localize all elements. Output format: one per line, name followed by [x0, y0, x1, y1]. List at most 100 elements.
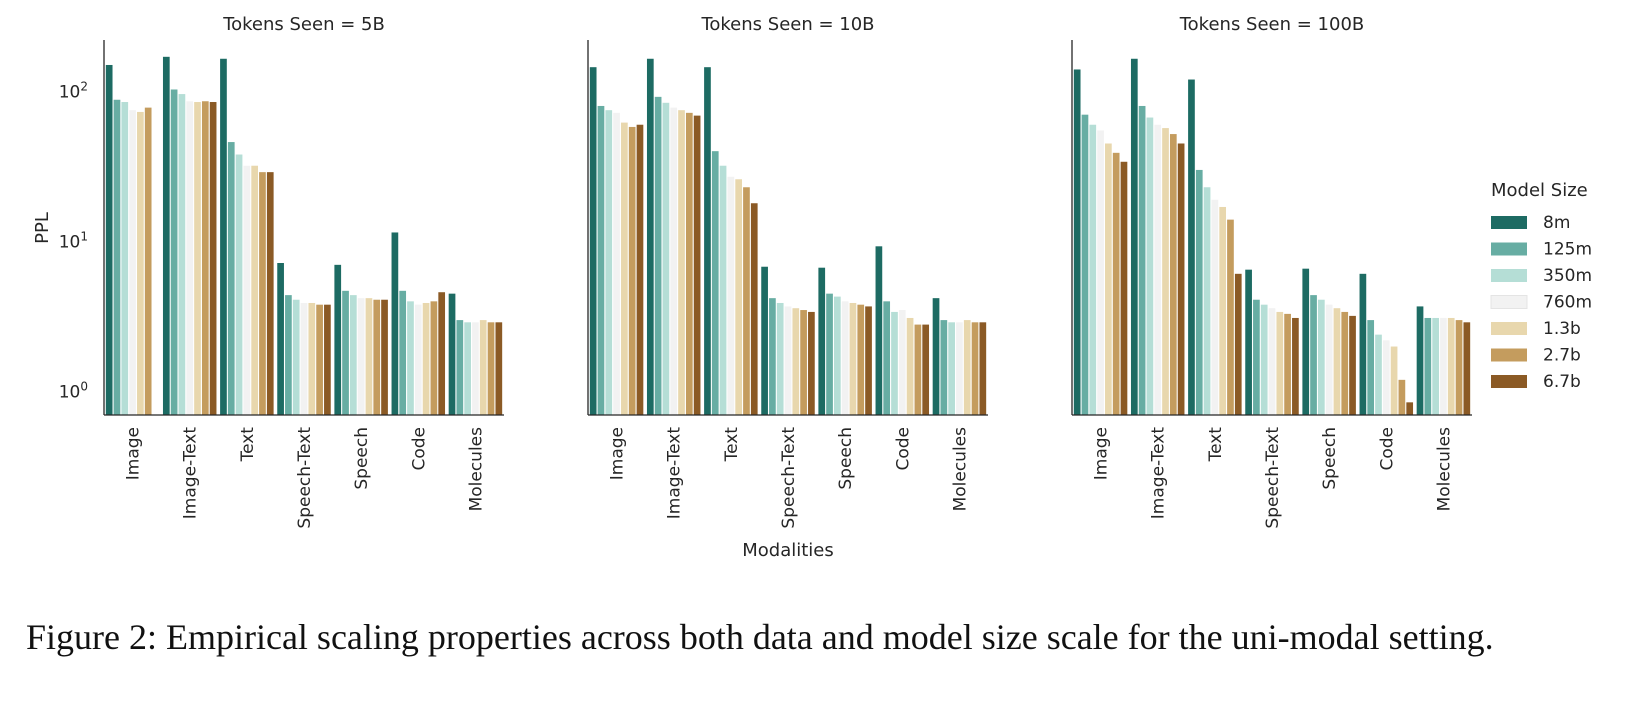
panel-title: Tokens Seen = 100B	[1179, 14, 1365, 35]
bar	[349, 295, 357, 415]
y-tick-label: 100	[59, 380, 88, 403]
legend-swatch	[1491, 242, 1527, 256]
bar	[678, 110, 685, 415]
bar	[1284, 313, 1291, 415]
bar	[1138, 105, 1146, 415]
x-tick-label: Image	[1092, 427, 1112, 480]
bar	[808, 311, 815, 415]
bar	[357, 298, 365, 415]
bar	[849, 302, 857, 415]
bar	[251, 165, 259, 415]
bar	[776, 302, 784, 415]
bar	[1154, 124, 1162, 416]
figure-caption: Figure 2: Empirical scaling properties a…	[26, 617, 1494, 657]
bar	[597, 105, 605, 415]
bar	[1188, 79, 1195, 416]
bar	[1253, 299, 1260, 415]
bar	[227, 142, 235, 415]
bar	[1276, 311, 1284, 415]
y-tick-label: 101	[59, 230, 88, 253]
bar	[1424, 317, 1432, 415]
bar	[162, 56, 170, 415]
bar	[1073, 69, 1081, 415]
x-tick-label: Image	[608, 427, 628, 480]
bar	[971, 322, 979, 415]
bar	[178, 94, 186, 415]
bar	[883, 301, 891, 415]
bar	[1203, 187, 1211, 415]
x-tick-label: Image-Text	[181, 427, 201, 520]
bar	[1302, 268, 1310, 415]
bar	[194, 102, 201, 415]
bar	[1219, 206, 1227, 415]
y-tick-label: 102	[59, 79, 88, 102]
bar	[324, 304, 331, 415]
bar	[277, 263, 284, 415]
bar	[646, 58, 654, 415]
legend-label: 1.3b	[1543, 319, 1581, 339]
bar	[1105, 143, 1112, 415]
bar	[979, 322, 987, 415]
bar	[662, 102, 670, 416]
legend-swatch	[1490, 295, 1528, 309]
bar	[201, 101, 209, 416]
bar	[1130, 58, 1138, 415]
bar	[727, 176, 735, 415]
bar	[833, 296, 841, 415]
bar	[1245, 269, 1252, 415]
x-tick-label: Molecules	[1434, 427, 1454, 512]
bar	[220, 58, 227, 415]
x-tick-label: Molecules	[466, 427, 486, 512]
bar	[414, 304, 422, 415]
bar	[373, 299, 381, 415]
x-tick-label: Text	[1206, 427, 1226, 463]
bar	[1162, 128, 1169, 416]
bar	[235, 154, 243, 415]
legend-label: 125m	[1543, 240, 1592, 260]
bar	[1195, 169, 1203, 415]
bar	[285, 295, 292, 415]
panel-title: Tokens Seen = 10B	[700, 14, 874, 35]
bar	[922, 324, 930, 415]
bar	[472, 322, 479, 415]
bar	[589, 67, 597, 416]
legend-label: 2.7b	[1543, 346, 1581, 366]
bar	[670, 107, 678, 415]
bar	[1310, 295, 1317, 415]
bar	[334, 264, 342, 415]
bar	[407, 301, 414, 415]
bar	[1211, 199, 1219, 415]
legend-title: Model Size	[1491, 180, 1588, 201]
x-tick-label: Image-Text	[1149, 427, 1169, 520]
bar	[342, 290, 349, 415]
bar	[381, 299, 388, 415]
x-tick-label: Code	[893, 427, 913, 471]
bar	[316, 304, 323, 415]
bar	[1432, 317, 1439, 415]
bar	[1367, 320, 1375, 415]
bar	[292, 299, 300, 415]
legend-label: 6.7b	[1543, 372, 1581, 392]
legend-swatch	[1491, 375, 1527, 388]
x-tick-label: Speech-Text	[1263, 427, 1283, 529]
bar	[209, 102, 217, 415]
legend-swatch	[1491, 216, 1527, 229]
bar	[841, 301, 849, 415]
bar	[1455, 320, 1463, 415]
bar	[121, 102, 129, 415]
bar	[487, 322, 495, 415]
bar	[1390, 346, 1398, 415]
bar	[448, 293, 456, 415]
bar	[1292, 317, 1299, 415]
bar	[857, 304, 865, 415]
bar	[1234, 273, 1242, 415]
bar	[495, 322, 503, 415]
bar	[365, 298, 373, 415]
bar	[719, 165, 727, 415]
bar	[1325, 304, 1333, 415]
bar	[1463, 322, 1471, 415]
bar	[621, 122, 628, 416]
bar	[186, 101, 194, 416]
bar	[891, 311, 898, 415]
bar	[1227, 219, 1234, 415]
